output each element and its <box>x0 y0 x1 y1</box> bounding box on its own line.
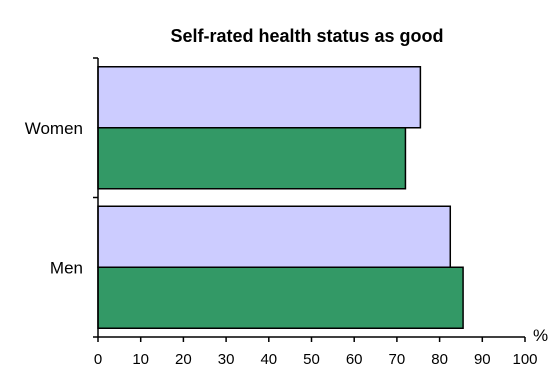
chart-title: Self-rated health status as good <box>170 26 443 46</box>
bar-women-series-2 <box>97 127 407 190</box>
x-tick-label: 90 <box>474 351 491 368</box>
bars-group <box>97 66 464 329</box>
axes-group: Women Men 0 10 20 30 40 50 60 70 80 90 100 <box>25 57 538 368</box>
x-tick-label: 100 <box>512 351 537 368</box>
category-label-men: Men <box>50 258 83 277</box>
x-tick-label: 40 <box>260 351 277 368</box>
x-tick-label: 30 <box>218 351 235 368</box>
x-tick-label: 10 <box>132 351 149 368</box>
bar-men-series-2 <box>97 266 464 329</box>
x-tick-label: 60 <box>346 351 363 368</box>
category-label-women: Women <box>25 119 83 138</box>
x-tick-label: 20 <box>175 351 192 368</box>
x-tick-label: 50 <box>303 351 320 368</box>
x-axis-unit-label: % <box>533 326 548 345</box>
x-tick-label: 70 <box>389 351 406 368</box>
bar-women-series-1 <box>97 66 422 129</box>
x-tick-label: 80 <box>431 351 448 368</box>
bar-men-series-1 <box>97 205 452 268</box>
x-tick-label: 0 <box>94 351 102 368</box>
